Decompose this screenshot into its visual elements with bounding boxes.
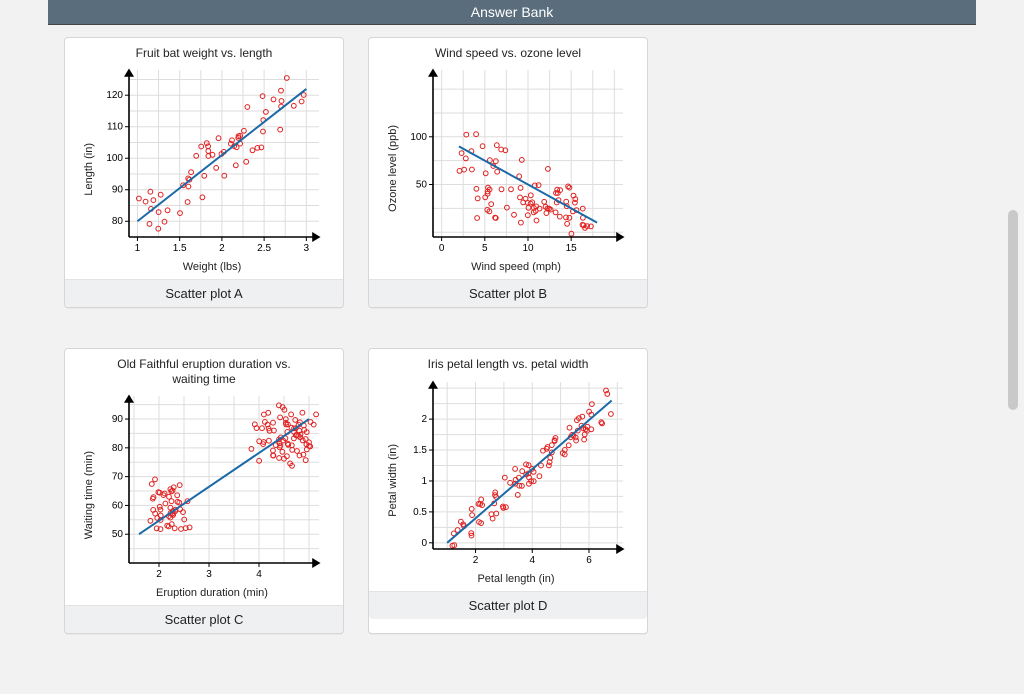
x-axis-label: Petal length (in) — [477, 573, 554, 585]
chart-column: 0 5 10 15 50 100 Wind speed (mph) — [401, 64, 631, 273]
svg-text:2: 2 — [156, 569, 162, 580]
svg-text:70: 70 — [112, 472, 124, 483]
chart-wrap: Waiting time (min) 2 3 4 50 60 70 80 90 Eruption … — [81, 390, 327, 599]
svg-text:4: 4 — [256, 569, 262, 580]
svg-text:80: 80 — [112, 443, 124, 454]
chart-wrap: Ozone level (ppb) 0 5 10 15 50 100 Wind speed (… — [385, 64, 631, 273]
chart-wrap: Petal width (in) 2 4 6 0 0.5 1 1.5 2 Petal length… — [385, 376, 631, 585]
svg-text:90: 90 — [112, 414, 124, 425]
svg-text:0.5: 0.5 — [413, 507, 427, 518]
svg-text:50: 50 — [112, 529, 124, 540]
svg-text:3: 3 — [206, 569, 212, 580]
svg-text:80: 80 — [112, 217, 124, 228]
page-scrollbar-thumb[interactable] — [1008, 210, 1018, 410]
x-axis-label: Wind speed (mph) — [471, 261, 561, 273]
chart-column: 1 1.5 2 2.5 3 80 90 100 110 120 Weight (lbs) — [97, 64, 327, 273]
svg-text:90: 90 — [112, 185, 124, 196]
scatter-card-A[interactable]: Fruit bat weight vs. lengthLength (in)11… — [64, 37, 344, 308]
svg-text:10: 10 — [522, 243, 534, 254]
svg-text:120: 120 — [106, 91, 123, 102]
chart-title: Iris petal length vs. petal width — [428, 357, 589, 371]
svg-text:2.5: 2.5 — [257, 243, 271, 254]
chart-caption: Scatter plot C — [65, 605, 343, 633]
y-axis-label: Ozone level (ppb) — [385, 125, 401, 212]
svg-text:2: 2 — [421, 414, 427, 425]
svg-text:110: 110 — [107, 122, 123, 133]
chart-title: Wind speed vs. ozone level — [435, 46, 581, 60]
svg-text:6: 6 — [586, 555, 592, 566]
svg-text:2: 2 — [219, 243, 225, 254]
svg-text:5: 5 — [482, 243, 488, 254]
chart-column: 2 4 6 0 0.5 1 1.5 2 Petal length (in) — [401, 376, 631, 585]
svg-text:50: 50 — [416, 180, 428, 191]
y-axis-label: Waiting time (min) — [81, 451, 97, 539]
x-axis-label: Weight (lbs) — [183, 261, 241, 273]
svg-text:1.5: 1.5 — [413, 445, 427, 456]
svg-text:0: 0 — [421, 538, 427, 549]
chart-wrap: Length (in) 1 1.5 2 2.5 3 80 90 100 110 120 Weight … — [81, 64, 327, 273]
scatter-card-B[interactable]: Wind speed vs. ozone level Ozone level (p… — [368, 37, 648, 308]
page-root: Answer Bank Fruit bat weight vs. length L… — [0, 0, 1024, 694]
chart-caption: Scatter plot A — [65, 279, 343, 307]
chart-grid: Fruit bat weight vs. lengthLength (in)11… — [64, 37, 960, 634]
svg-text:1: 1 — [421, 476, 427, 487]
scatter-card-D[interactable]: Iris petal length vs. petal width Petal w… — [368, 348, 648, 634]
svg-text:2: 2 — [473, 555, 479, 566]
svg-text:0: 0 — [439, 243, 445, 254]
svg-text:3: 3 — [304, 243, 310, 254]
y-axis-label: Petal width (in) — [385, 444, 401, 517]
svg-text:15: 15 — [566, 243, 578, 254]
svg-text:100: 100 — [106, 154, 123, 165]
answer-bank-header: Answer Bank — [48, 0, 976, 25]
answer-bank-panel: Answer Bank Fruit bat weight vs. length L… — [48, 0, 976, 694]
chart-caption: Scatter plot D — [369, 591, 647, 619]
svg-text:1: 1 — [135, 243, 141, 254]
svg-text:4: 4 — [529, 555, 535, 566]
svg-text:100: 100 — [410, 132, 427, 143]
scatter-card-C[interactable]: Old Faithful eruption duration vs.waitin… — [64, 348, 344, 634]
svg-text:1.5: 1.5 — [173, 243, 187, 254]
x-axis-label: Eruption duration (min) — [156, 587, 268, 599]
svg-text:60: 60 — [112, 501, 124, 512]
chart-title: Fruit bat weight vs. length — [136, 46, 273, 60]
chart-caption: Scatter plot B — [369, 279, 647, 307]
chart-column: 2 3 4 50 60 70 80 90 Eruption duration (min) — [97, 390, 327, 599]
chart-title: Old Faithful eruption duration vs.waitin… — [117, 357, 290, 386]
y-axis-label: Length (in) — [81, 143, 97, 196]
